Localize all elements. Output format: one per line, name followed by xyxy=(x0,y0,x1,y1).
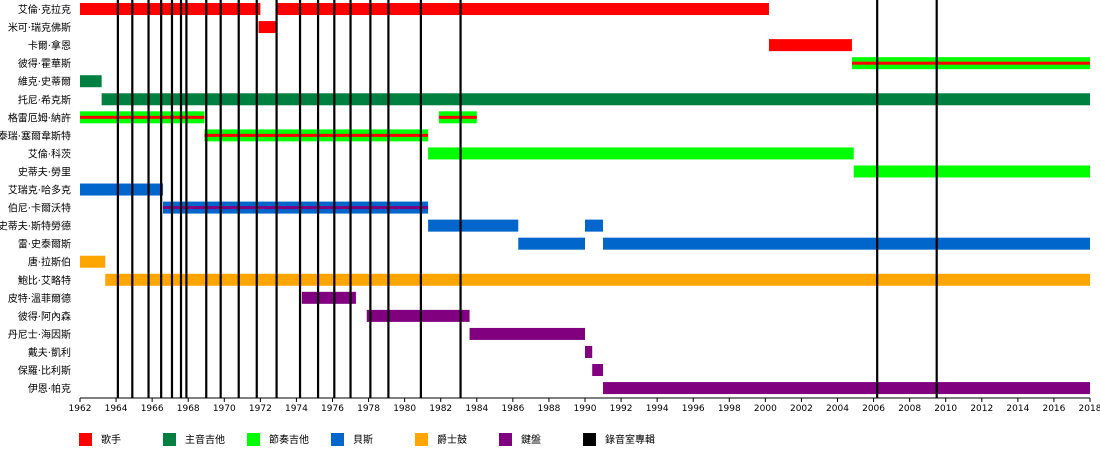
member-labels: 艾倫·克拉克米可·瑞克佛斯卡爾·拿恩彼得·霍華斯維克·史蒂爾托尼·希克斯格雷厄姆… xyxy=(0,3,71,395)
x-tick-label: 1990 xyxy=(574,404,597,414)
legend-label: 節奏吉他 xyxy=(269,433,309,446)
x-tick-label: 2014 xyxy=(1006,404,1029,414)
x-tick-label: 1996 xyxy=(682,404,705,414)
member-label: 伯尼·卡爾沃特 xyxy=(8,202,71,215)
x-tick-label: 1962 xyxy=(69,404,92,414)
x-tick-label: 1964 xyxy=(105,404,128,414)
legend: 歌手 主音吉他 節奏吉他 貝斯 爵士鼓 鍵盤 錄音室專輯 xyxy=(79,433,655,446)
member-bar xyxy=(428,219,519,232)
member-bar xyxy=(105,273,1090,286)
member-label: 伊恩·帕克 xyxy=(28,382,71,395)
member-label: 皮特·溫菲爾德 xyxy=(8,292,71,305)
x-tick-label: 1972 xyxy=(249,404,272,414)
legend-label: 鍵盤 xyxy=(521,433,541,446)
member-bar xyxy=(101,93,1090,106)
member-label: 泰瑞·塞爾韋斯特 xyxy=(0,129,71,142)
member-label: 艾瑞克·哈多克 xyxy=(8,184,71,197)
x-tick-label: 2000 xyxy=(754,404,777,414)
member-label: 唐·拉斯伯 xyxy=(28,256,71,269)
legend-swatch xyxy=(247,433,260,446)
x-tick-label: 2002 xyxy=(790,404,813,414)
x-tick-label: 1968 xyxy=(177,404,200,414)
member-label: 鮑比·艾略特 xyxy=(18,274,71,287)
member-bar xyxy=(428,147,854,160)
legend-swatch xyxy=(163,433,176,446)
x-tick-label: 1992 xyxy=(610,404,633,414)
x-tick-label: 2006 xyxy=(862,404,885,414)
member-bar xyxy=(603,237,1090,250)
member-bar xyxy=(768,39,852,52)
legend-swatch xyxy=(583,433,596,446)
member-bar xyxy=(301,291,356,304)
member-label: 卡爾·拿恩 xyxy=(28,39,71,52)
member-label: 保羅·比利斯 xyxy=(18,364,71,377)
member-bar-secondary xyxy=(851,61,1090,65)
album-lines xyxy=(116,0,938,398)
x-tick-label: 1966 xyxy=(141,404,164,414)
member-label: 史蒂夫·斯特勞德 xyxy=(0,220,71,233)
x-tick-label: 2018 xyxy=(1079,404,1100,414)
member-bar xyxy=(258,21,277,34)
member-label: 艾倫·克拉克 xyxy=(18,3,71,16)
x-tick-label: 1984 xyxy=(465,404,488,414)
x-axis: 1962 1964 1966 1968 1970 1972 1974 1976 1978 1980… xyxy=(69,397,1100,414)
legend-label: 錄音室專輯 xyxy=(605,433,655,446)
member-bar xyxy=(80,183,163,196)
member-bars xyxy=(80,3,1090,395)
x-tick-label: 2012 xyxy=(970,404,993,414)
member-bar xyxy=(592,364,604,377)
member-label: 史蒂夫·勞里 xyxy=(18,165,71,178)
member-label: 彼得·霍華斯 xyxy=(18,57,71,70)
member-bar-secondary xyxy=(438,115,477,119)
legend-swatch xyxy=(79,433,92,446)
member-bar xyxy=(80,255,106,268)
x-tick-label: 1974 xyxy=(285,404,308,414)
member-bar-secondary xyxy=(204,133,429,137)
member-bar xyxy=(853,165,1090,178)
legend-swatch xyxy=(499,433,512,446)
legend-label: 爵士鼓 xyxy=(437,433,467,446)
legend-swatch xyxy=(331,433,344,446)
member-label: 維克·史蒂爾 xyxy=(18,75,71,88)
legend-label: 貝斯 xyxy=(353,433,373,446)
member-bar xyxy=(276,3,769,16)
member-bar-secondary xyxy=(80,115,205,119)
member-label: 托尼·希克斯 xyxy=(18,93,71,106)
member-bar-secondary xyxy=(162,206,429,210)
member-bar xyxy=(366,309,470,322)
x-tick-label: 1986 xyxy=(501,404,524,414)
x-tick-label: 1998 xyxy=(718,404,741,414)
x-tick-label: 1980 xyxy=(393,404,416,414)
x-tick-label: 1982 xyxy=(429,404,452,414)
legend-swatch xyxy=(415,433,428,446)
member-label: 彼得·阿內森 xyxy=(18,310,71,323)
legend-label: 歌手 xyxy=(101,433,121,446)
member-bar xyxy=(603,382,1090,395)
x-tick-label: 2004 xyxy=(826,404,849,414)
member-label: 戴夫·凱利 xyxy=(28,346,71,359)
x-tick-label: 2016 xyxy=(1042,404,1065,414)
member-label: 雷·史泰爾斯 xyxy=(18,238,71,251)
member-bar xyxy=(585,345,593,358)
x-tick-label: 1978 xyxy=(357,404,380,414)
member-label: 丹尼士·海因斯 xyxy=(8,328,71,341)
member-bar xyxy=(518,237,585,250)
x-tick-label: 1970 xyxy=(213,404,236,414)
member-label: 艾倫·科茨 xyxy=(28,147,71,160)
member-label: 米可·瑞克佛斯 xyxy=(8,21,71,34)
legend-label: 主音吉他 xyxy=(185,433,225,446)
member-bar xyxy=(469,327,585,340)
x-tick-label: 1994 xyxy=(646,404,669,414)
member-bar xyxy=(585,219,604,232)
x-tick-label: 2010 xyxy=(934,404,957,414)
member-bar xyxy=(80,3,261,16)
x-tick-label: 1976 xyxy=(321,404,344,414)
member-label: 格雷厄姆·納許 xyxy=(8,111,71,124)
x-tick-label: 1988 xyxy=(537,404,560,414)
x-tick-label: 2008 xyxy=(898,404,921,414)
member-bar xyxy=(80,75,102,88)
